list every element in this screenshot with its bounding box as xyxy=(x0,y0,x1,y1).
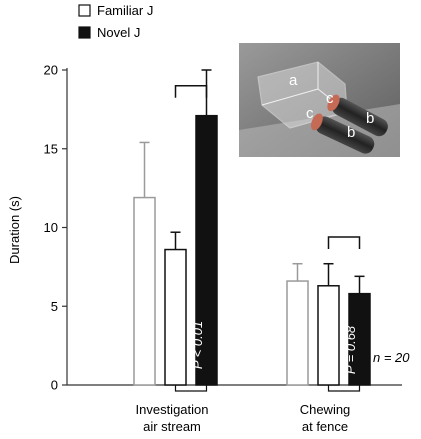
y-tick-label: 20 xyxy=(44,63,58,78)
y-tick-label: 0 xyxy=(51,378,58,393)
legend-label-familiar: Familiar J xyxy=(97,3,153,18)
photo-label-c-right: c xyxy=(326,90,334,107)
pair-connector xyxy=(174,385,208,392)
photo-label-b-upper: b xyxy=(366,110,374,127)
photo-label-b-lower: b xyxy=(347,124,355,141)
y-tick-label: 10 xyxy=(44,220,58,235)
legend-label-novel: Novel J xyxy=(97,25,140,40)
inset-photo: a c c b b xyxy=(239,43,400,157)
p-value-label: P < 0.01 xyxy=(190,321,205,369)
bars xyxy=(133,114,371,386)
category-labels: Investigation air stream Chewing at fenc… xyxy=(136,402,351,434)
category-label-line: Chewing xyxy=(300,402,351,417)
photo-label-c-left: c xyxy=(306,105,314,122)
legend: Familiar J Novel J xyxy=(78,3,153,40)
significance-brackets xyxy=(174,85,361,392)
bar xyxy=(286,280,309,386)
y-tick-label: 5 xyxy=(51,299,58,314)
bar xyxy=(133,196,156,386)
axes: 0 5 10 15 20 xyxy=(44,63,402,393)
category-label-line: Investigation xyxy=(136,402,209,417)
cylinder-lower xyxy=(310,113,375,154)
y-tick-label: 15 xyxy=(44,141,58,156)
bar xyxy=(164,248,187,386)
bar xyxy=(317,285,340,386)
cylinder-upper xyxy=(327,94,388,137)
sample-size-label: n = 20 xyxy=(373,350,410,365)
significance-bracket xyxy=(327,236,361,249)
significance-bracket xyxy=(174,85,208,98)
photo-label-a: a xyxy=(289,72,298,89)
category-label-line: air stream xyxy=(143,419,201,434)
legend-swatch-novel xyxy=(78,26,91,39)
y-axis-label: Duration (s) xyxy=(7,196,22,264)
pair-connector xyxy=(327,385,361,392)
p-value-label: P = 0.68 xyxy=(343,325,358,374)
legend-swatch-familiar xyxy=(78,4,91,17)
category-label-line: at fence xyxy=(302,419,348,434)
